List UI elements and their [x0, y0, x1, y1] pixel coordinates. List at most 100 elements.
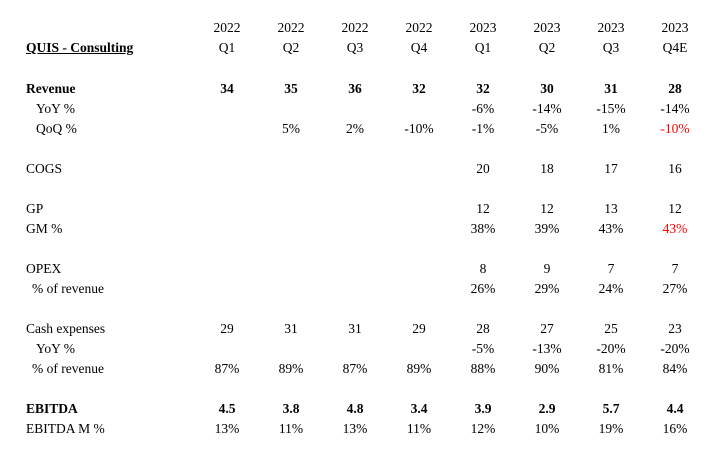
table-cell: 32 [476, 81, 490, 96]
table-cell: -5% [471, 341, 495, 356]
table-cell: 11% [278, 421, 304, 436]
row-label: % of revenue [32, 361, 104, 376]
table-cell: 29% [534, 281, 560, 296]
table-cell: 30 [540, 81, 554, 96]
table-cell: 13% [214, 421, 240, 436]
table-cell: 7 [607, 261, 615, 276]
column-header-quarter: Q4 [410, 40, 428, 55]
table-cell: 38% [470, 221, 496, 236]
table-cell: 36 [348, 81, 362, 96]
table-cell: 28 [476, 321, 490, 336]
table-cell: 84% [662, 361, 688, 376]
table-cell: 18 [540, 161, 554, 176]
table-cell: 16 [668, 161, 682, 176]
table-cell: 43% [662, 221, 688, 236]
table-cell: 10% [534, 421, 560, 436]
table-cell: 17 [604, 161, 618, 176]
table-cell: 20 [476, 161, 490, 176]
row-label: Revenue [26, 81, 76, 96]
table-cell: 31 [284, 321, 298, 336]
table-cell: 1% [602, 121, 620, 136]
table-cell: 27% [662, 281, 688, 296]
table-cell: 11% [406, 421, 432, 436]
table-cell: 25 [604, 321, 618, 336]
table-cell: 27 [540, 321, 554, 336]
table-cell: -13% [532, 341, 562, 356]
column-header-year: 2023 [469, 20, 497, 35]
table-cell: 12 [540, 201, 554, 216]
table-cell: 87% [214, 361, 240, 376]
table-cell: 29 [220, 321, 234, 336]
table-cell: 7 [671, 261, 679, 276]
column-header-quarter: Q1 [474, 40, 492, 55]
table-cell: 12% [470, 421, 496, 436]
row-label: QoQ % [36, 121, 77, 136]
table-cell: 81% [598, 361, 624, 376]
table-cell: 3.9 [474, 401, 492, 416]
table-cell: -5% [535, 121, 559, 136]
table-cell: 12 [476, 201, 490, 216]
table-cell: 89% [406, 361, 432, 376]
row-label: GM % [26, 221, 63, 236]
column-header-quarter: Q2 [282, 40, 300, 55]
table-cell: -10% [660, 121, 690, 136]
table-cell: -15% [596, 101, 626, 116]
row-label: EBITDA [26, 401, 78, 416]
table-cell: -14% [532, 101, 562, 116]
table-cell: 24% [598, 281, 624, 296]
table-cell: -1% [471, 121, 495, 136]
table-cell: 16% [662, 421, 688, 436]
table-cell: 4.8 [346, 401, 364, 416]
table-cell: -6% [471, 101, 495, 116]
table-cell: 4.5 [218, 401, 236, 416]
table-cell: 31 [604, 81, 618, 96]
column-header-year: 2023 [533, 20, 561, 35]
table-cell: -10% [404, 121, 434, 136]
column-header-year: 2023 [597, 20, 625, 35]
table-cell: 28 [668, 81, 682, 96]
table-cell: -20% [596, 341, 626, 356]
table-cell: 3.8 [282, 401, 300, 416]
row-label: OPEX [26, 261, 62, 276]
table-cell: 3.4 [410, 401, 428, 416]
column-header-quarter: Q1 [218, 40, 236, 55]
column-header-quarter: Q4E [662, 40, 688, 55]
table-cell: 9 [543, 261, 551, 276]
table-cell: 2% [346, 121, 364, 136]
column-header-quarter: Q3 [346, 40, 364, 55]
table-cell: 31 [348, 321, 362, 336]
table-cell: 4.4 [666, 401, 684, 416]
column-header-quarter: Q2 [538, 40, 556, 55]
table-cell: 12 [668, 201, 682, 216]
column-header-year: 2022 [405, 20, 433, 35]
table-cell: 5% [282, 121, 300, 136]
column-header-year: 2022 [213, 20, 241, 35]
column-header-year: 2022 [277, 20, 305, 35]
table-cell: 34 [220, 81, 234, 96]
table-cell: 87% [342, 361, 368, 376]
table-cell: 39% [534, 221, 560, 236]
table-cell: 13 [604, 201, 618, 216]
row-label: % of revenue [32, 281, 104, 296]
row-label: COGS [26, 161, 63, 176]
table-cell: 19% [598, 421, 624, 436]
table-cell: 88% [470, 361, 496, 376]
table-cell: 13% [342, 421, 368, 436]
column-header-quarter: Q3 [602, 40, 620, 55]
table-cell: -14% [660, 101, 690, 116]
table-cell: 8 [479, 261, 487, 276]
table-cell: 29 [412, 321, 426, 336]
column-header-year: 2023 [661, 20, 689, 35]
table-cell: 35 [284, 81, 298, 96]
table-cell: 2.9 [538, 401, 556, 416]
table-cell: 43% [598, 221, 624, 236]
table-cell: 90% [534, 361, 560, 376]
table-cell: 5.7 [602, 401, 620, 416]
table-cell: 23 [668, 321, 682, 336]
row-label: Cash expenses [26, 321, 106, 336]
row-label: EBITDA M % [26, 421, 105, 436]
table-cell: 26% [470, 281, 496, 296]
table-cell: -20% [660, 341, 690, 356]
report-title: QUIS - Consulting [26, 40, 134, 55]
column-header-year: 2022 [341, 20, 369, 35]
